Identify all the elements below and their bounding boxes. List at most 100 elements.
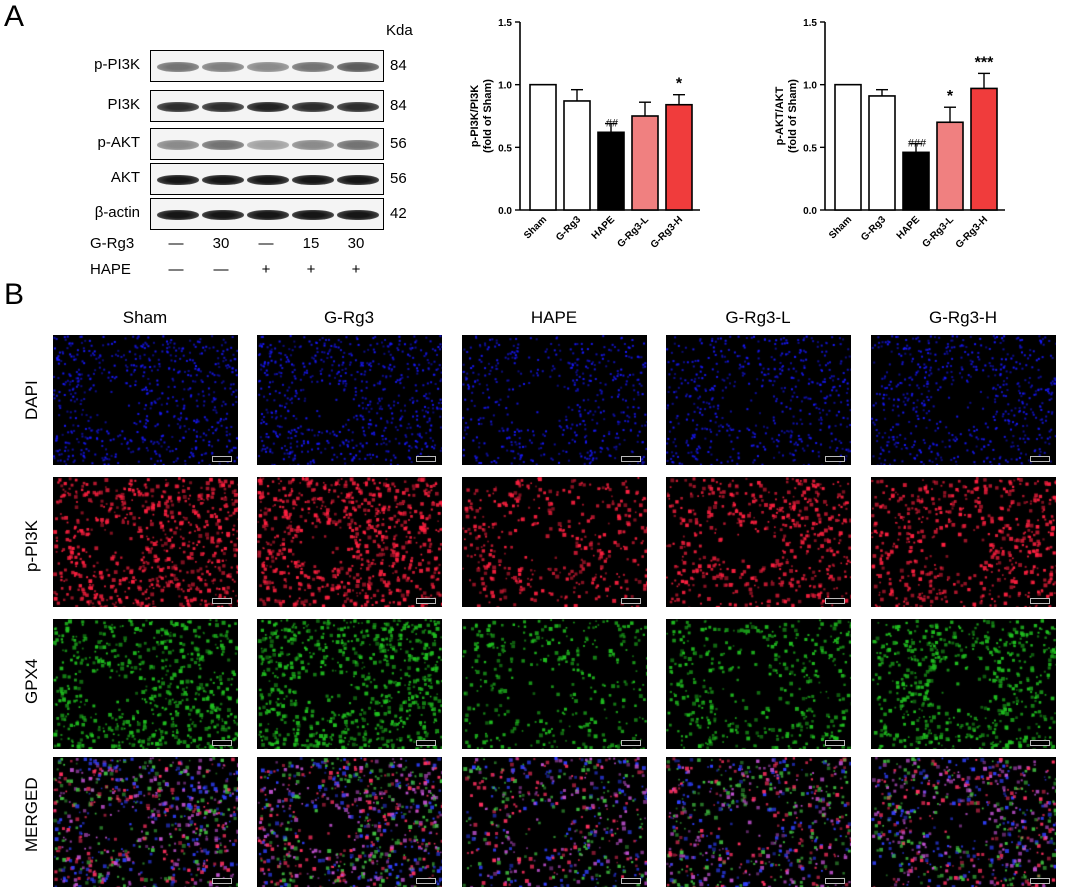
blot-kda: 56 [390,135,407,152]
blot-strip [150,128,384,160]
micrograph [462,335,647,465]
significance-mark: ### [908,137,927,149]
blot-band [292,174,334,185]
micrograph-canvas [53,757,238,887]
blot-strip [150,50,384,82]
scale-bar [416,598,436,604]
scale-bar [825,456,845,462]
scale-bar [621,740,641,746]
x-tick-label: G-Rg3-L [615,214,651,250]
x-tick-label: G-Rg3-H [954,214,990,250]
blot-kda: 84 [390,57,407,74]
micrograph [257,335,442,465]
micrograph [871,477,1056,607]
blot-band [247,139,289,150]
treatment-value: — [213,261,229,278]
micrograph-canvas [462,619,647,749]
blot-strip [150,198,384,230]
chart-p-akt: 0.00.51.01.5p-AKT/AKT (fold of Sham)Sham G… [774,18,1005,251]
micrograph [53,335,238,465]
blot-band [202,174,244,185]
blot-band [292,139,334,150]
scale-bar [212,456,232,462]
scale-bar [825,740,845,746]
blot-strip [150,90,384,122]
micrograph-canvas [257,477,442,607]
scale-bar [1030,740,1050,746]
micrograph-canvas [871,619,1056,749]
row-title: MERGED [22,777,41,852]
y-tick-label: 0.0 [498,206,512,217]
bar [665,103,693,211]
x-tick-label: Sham [522,214,549,241]
y-tick-label: 0.0 [803,206,817,217]
blot-band [157,101,199,112]
micrograph [257,477,442,607]
blot-band [337,139,379,150]
treatment-label: HAPE [90,261,131,278]
bar [902,151,930,211]
blot-band [247,61,289,72]
blot-band [157,139,199,150]
y-axis-label: (fold of Sham) [787,79,799,153]
row-title: p-PI3K [22,520,41,572]
kda-header: Kda [386,22,413,39]
micrograph-canvas [53,619,238,749]
blot-band [202,101,244,112]
blot-kda: 56 [390,170,407,187]
micrograph [257,757,442,887]
scale-bar [1030,878,1050,884]
micrograph-canvas [257,757,442,887]
micrograph [666,619,851,749]
micrograph-canvas [257,335,442,465]
treatment-value: + [306,261,316,278]
blot-band [292,61,334,72]
scale-bar [621,598,641,604]
micrograph-canvas [871,477,1056,607]
column-title: G-Rg3-H [928,308,997,327]
micrograph [871,757,1056,887]
bar [834,83,862,211]
blot-band [202,61,244,72]
significance-mark: *** [975,54,994,71]
micrograph [871,335,1056,465]
scale-bar [825,598,845,604]
row-title: DAPI [22,380,41,420]
x-tick-label: G-Rg3 [554,214,583,243]
blot-kda: 42 [390,205,407,222]
row-title: GPX4 [22,658,41,704]
y-tick-label: 0.5 [498,143,512,154]
y-tick-label: 1.0 [498,81,512,92]
scale-bar [416,740,436,746]
blot-label: p-AKT [97,134,140,151]
bar [868,95,896,211]
x-tick-label: G-Rg3-L [920,214,956,250]
y-tick-label: 1.5 [498,18,512,29]
bar [631,115,659,211]
micrograph [462,477,647,607]
micrograph [462,619,647,749]
blot-band [157,209,199,220]
treatment-value: 15 [302,235,320,252]
blot-strip [150,163,384,195]
treatment-value: 30 [347,235,365,252]
scale-bar [621,456,641,462]
column-title: HAPE [530,308,578,327]
blot-band [337,209,379,220]
treatment-value: + [261,261,271,278]
scale-bar [416,456,436,462]
column-title: G-Rg3-L [725,308,791,327]
scale-bar [212,598,232,604]
bar [563,100,591,211]
blot-band [157,174,199,185]
blot-label: p-PI3K [94,56,140,73]
treatment-value: — [168,235,184,252]
micrograph [871,619,1056,749]
significance-mark: * [947,88,954,105]
micrograph-canvas [257,619,442,749]
bar [970,87,998,211]
micrograph-canvas [666,335,851,465]
treatment-value: — [168,261,184,278]
blot-label: AKT [110,169,140,186]
treatment-value: + [351,261,361,278]
